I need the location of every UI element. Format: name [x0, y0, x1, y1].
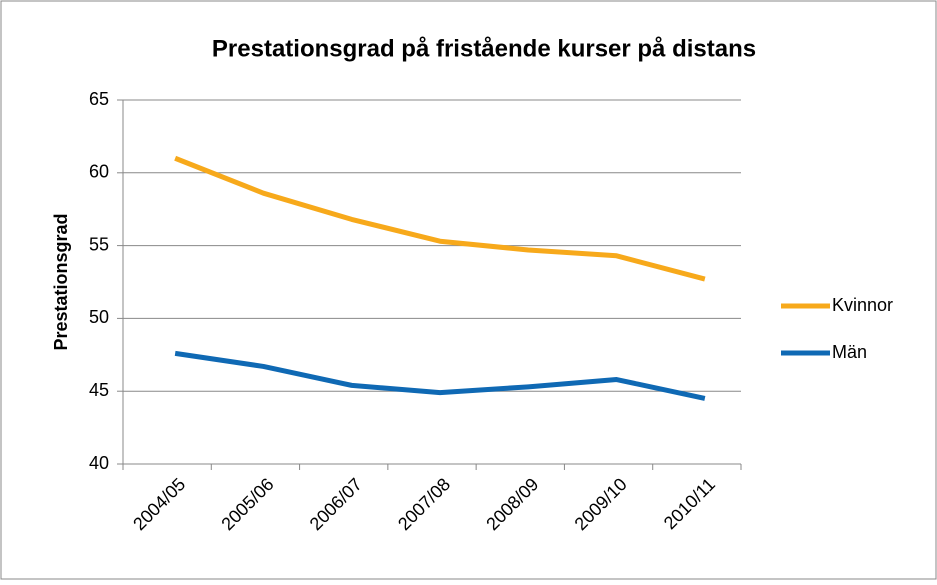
y-tick-label: 60	[89, 162, 109, 182]
chart-title: Prestationsgrad på fristående kurser på …	[212, 35, 756, 62]
series-line	[174, 155, 706, 282]
legend-label: Män	[832, 342, 867, 362]
y-tick-label: 55	[89, 234, 109, 254]
series-line	[174, 350, 706, 401]
y-tick-label: 45	[89, 380, 109, 400]
y-axis-title: Prestationsgrad	[51, 213, 71, 350]
y-tick-label: 65	[89, 89, 109, 109]
y-tick-label: 50	[89, 307, 109, 327]
legend-label: Kvinnor	[832, 295, 893, 315]
y-tick-label: 40	[89, 453, 109, 473]
